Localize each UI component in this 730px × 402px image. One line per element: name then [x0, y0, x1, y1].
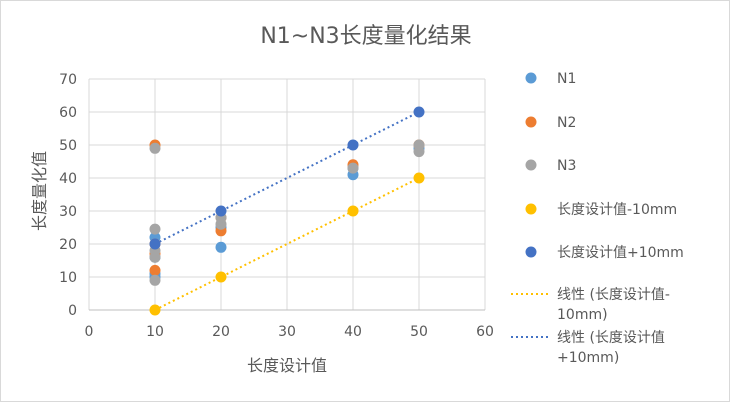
data-point: [149, 264, 161, 276]
legend-label: 10mm): [557, 307, 608, 323]
legend-marker: [525, 116, 537, 128]
x-tick-label: 40: [344, 324, 362, 340]
chart-title: N1~N3长度量化结果: [260, 24, 471, 49]
x-tick-label: 50: [410, 324, 428, 340]
data-point: [149, 274, 161, 286]
data-point: [413, 172, 425, 184]
data-point: [149, 238, 161, 250]
series-N3: [149, 139, 425, 286]
y-tick-label: 60: [59, 105, 77, 121]
trendline: [154, 177, 420, 311]
x-tick-label: 60: [476, 324, 494, 340]
data-point: [215, 241, 227, 253]
data-point: [347, 205, 359, 217]
y-tick-label: 40: [59, 171, 77, 187]
data-point: [347, 162, 359, 174]
series-长度设计值+10mm: [149, 106, 425, 250]
x-axis-ticks: 0 10 20 30 40 50 60: [85, 324, 494, 340]
data-points: [149, 106, 425, 316]
data-point: [215, 205, 227, 217]
legend: N1 N2 N3 长度设计值-10mm 长度设计值+10mm 线性 (长度设计值- 10mm…: [511, 71, 684, 366]
legend-marker: [525, 159, 537, 171]
series-长度设计值-10mm: [149, 172, 425, 316]
trendlines: [154, 111, 420, 311]
y-tick-label: 50: [59, 138, 77, 154]
y-tick-label: 70: [59, 72, 77, 88]
data-point: [215, 271, 227, 283]
legend-label: N1: [557, 71, 576, 87]
legend-label: N3: [557, 158, 576, 174]
y-axis-ticks: 0 10 20 30 40 50 60 70: [59, 72, 77, 319]
y-tick-label: 20: [59, 237, 77, 253]
legend-label: +10mm): [557, 350, 619, 366]
legend-marker: [525, 203, 537, 215]
data-point: [149, 304, 161, 316]
data-point: [413, 106, 425, 118]
legend-label: 长度设计值+10mm: [557, 245, 684, 261]
x-tick-label: 0: [85, 324, 94, 340]
x-tick-label: 10: [146, 324, 164, 340]
legend-label: N2: [557, 115, 576, 131]
data-point: [149, 142, 161, 154]
legend-marker: [525, 72, 537, 84]
trendline: [154, 111, 420, 245]
data-point: [347, 139, 359, 151]
y-tick-label: 30: [59, 204, 77, 220]
legend-label: 长度设计值-10mm: [557, 202, 677, 218]
legend-marker: [525, 246, 537, 258]
gridlines: [88, 78, 486, 310]
y-tick-label: 10: [59, 270, 77, 286]
x-axis-label: 长度设计值: [247, 356, 327, 375]
data-point: [149, 251, 161, 263]
y-axis-label: 长度量化值: [30, 151, 49, 231]
legend-label: 线性 (长度设计值: [557, 330, 665, 346]
legend-label: 线性 (长度设计值-: [557, 287, 670, 303]
y-tick-label: 0: [68, 303, 77, 319]
data-point: [413, 139, 425, 151]
data-point: [149, 223, 161, 235]
x-tick-label: 20: [212, 324, 230, 340]
x-tick-label: 30: [278, 324, 296, 340]
